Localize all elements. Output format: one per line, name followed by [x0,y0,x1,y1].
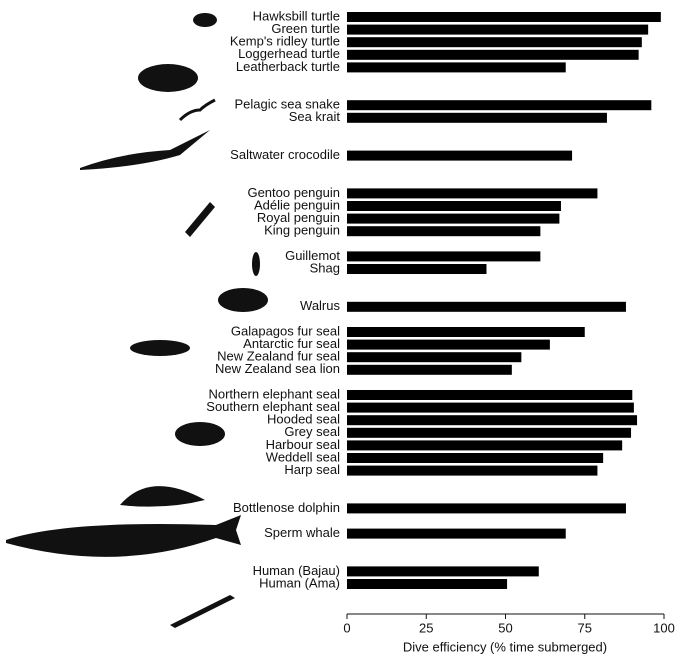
y-tick-label: King penguin [264,223,340,238]
y-tick-label: Human (Ama) [259,575,340,590]
bar [347,579,508,589]
bar [347,390,633,400]
bar [347,213,560,224]
bar [347,364,512,375]
bar [347,301,626,312]
y-tick-label: Royal penguin [257,210,340,225]
bar [347,100,652,111]
y-tick-label: Human (Bajau) [253,563,340,578]
y-tick-label: Leatherback turtle [236,59,340,74]
bar [347,427,632,438]
y-tick-label: Sea krait [289,109,341,124]
bar [347,188,598,199]
y-tick-label: Gentoo penguin [247,185,340,200]
bar [347,37,642,48]
x-tick-label: 25 [419,620,433,635]
bar [347,528,566,539]
bar [347,352,522,363]
y-tick-label: Kemp's ridley turtle [230,34,340,49]
bar [347,49,639,60]
bar [347,112,607,123]
y-tick-label: Loggerhead turtle [238,46,340,61]
y-tick-label: Antarctic fur seal [243,336,340,351]
y-tick-label: Adélie penguin [254,197,340,212]
bar [347,62,566,73]
bar [347,339,550,350]
y-tick-label: New Zealand sea lion [215,361,340,376]
bar [347,453,604,463]
y-tick-label: Walrus [300,298,340,313]
y-tick-label: Hawksbill turtle [253,8,340,23]
x-tick-label: 0 [343,620,350,635]
y-tick-label: Southern elephant seal [206,399,340,414]
bar [347,264,487,274]
y-tick-label: Harbour seal [266,437,341,452]
y-tick-label: Grey seal [284,424,340,439]
bar [347,150,573,161]
y-tick-label: Northern elephant seal [208,386,340,401]
y-tick-label: New Zealand fur seal [217,349,340,364]
y-tick-label: Green turtle [271,21,340,36]
bar [347,201,561,211]
bar [347,24,649,35]
y-tick-label: Sperm whale [264,525,340,540]
bar [347,226,541,237]
y-tick-label: Hooded seal [267,412,340,427]
bar [347,12,661,22]
bar [347,402,634,413]
x-axis-title: Dive efficiency (% time submerged) [403,639,607,654]
silhouettes [6,13,268,628]
y-tick-label: Guillemot [285,248,340,263]
y-tick-label: Weddell seal [266,449,340,464]
bar [347,503,626,514]
bar [347,440,623,451]
x-tick-label: 100 [653,620,675,635]
y-tick-label: Harp seal [284,462,340,477]
y-tick-label: Shag [310,260,340,275]
y-tick-label: Pelagic sea snake [234,97,340,112]
x-tick-label: 75 [578,620,592,635]
bar [347,566,539,577]
bar [347,251,541,262]
y-tick-label: Saltwater crocodile [230,147,340,162]
bar [347,327,585,337]
y-tick-label: Bottlenose dolphin [233,500,340,515]
x-tick-label: 50 [498,620,512,635]
bar [347,415,638,426]
y-tick-label: Galapagos fur seal [231,323,340,338]
bar [347,465,598,476]
